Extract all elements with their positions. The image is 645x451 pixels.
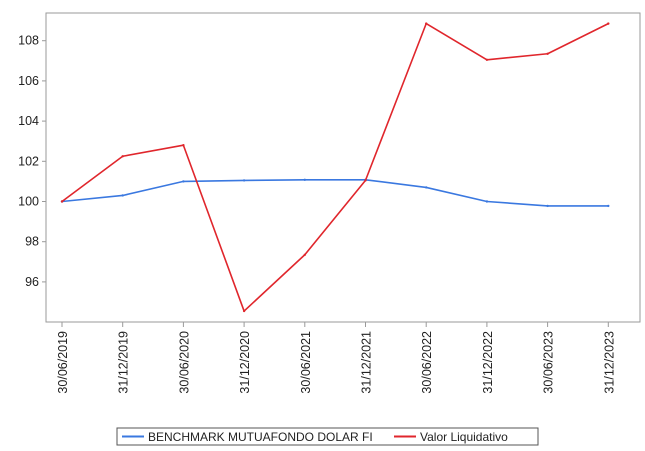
series-line-1: [61, 178, 609, 207]
data-point: [485, 200, 489, 203]
y-tick-label: 100: [18, 195, 39, 209]
x-tick-label: 30/06/2020: [177, 331, 191, 394]
data-point: [485, 58, 489, 61]
legend: BENCHMARK MUTUAFONDO DOLAR FI Valor Liqui…: [116, 427, 539, 446]
legend-box: [116, 427, 539, 446]
x-tick-label: 31/12/2021: [360, 331, 374, 394]
x-tick-label: 30/06/2021: [299, 331, 313, 394]
data-point: [546, 204, 549, 208]
data-point: [182, 180, 185, 183]
legend-label-2: Valor Liquidativo: [420, 430, 508, 444]
x-axis: 30/06/2019 31/12/2019 30/06/2020 31/12/2020…: [56, 322, 616, 394]
y-tick-label: 96: [25, 275, 39, 289]
y-tick-label: 108: [18, 34, 39, 48]
data-point: [60, 200, 64, 203]
legend-label-1: BENCHMARK MUTUAFONDO DOLAR FI: [148, 430, 373, 444]
data-point: [364, 179, 367, 182]
data-point: [303, 253, 306, 256]
x-tick-label: 30/06/2022: [420, 331, 434, 394]
x-tick-label: 31/12/2020: [238, 331, 252, 394]
data-point: [546, 52, 549, 55]
y-tick-label: 98: [25, 235, 39, 249]
x-tick-label: 30/06/2019: [56, 331, 70, 394]
x-tick-label: 30/06/2023: [542, 331, 556, 394]
plot-frame: [45, 12, 641, 323]
data-point: [425, 22, 428, 25]
data-point: [242, 179, 246, 182]
data-point: [121, 155, 124, 158]
data-point: [303, 178, 306, 181]
data-point: [121, 194, 124, 197]
x-tick-label: 31/12/2022: [481, 331, 495, 394]
data-point: [182, 144, 185, 147]
series-layer: [60, 22, 610, 313]
y-axis: 96 98 100 102 104 106 108: [18, 34, 46, 289]
y-tick-label: 102: [18, 154, 39, 168]
y-tick-label: 106: [18, 74, 39, 88]
data-point: [242, 309, 246, 313]
x-tick-label: 31/12/2019: [117, 331, 131, 394]
data-point: [425, 186, 428, 189]
data-point: [607, 204, 610, 208]
x-tick-label: 31/12/2023: [602, 331, 616, 394]
data-point: [607, 22, 610, 25]
y-tick-label: 104: [18, 114, 39, 128]
series-line-2: [61, 22, 609, 312]
